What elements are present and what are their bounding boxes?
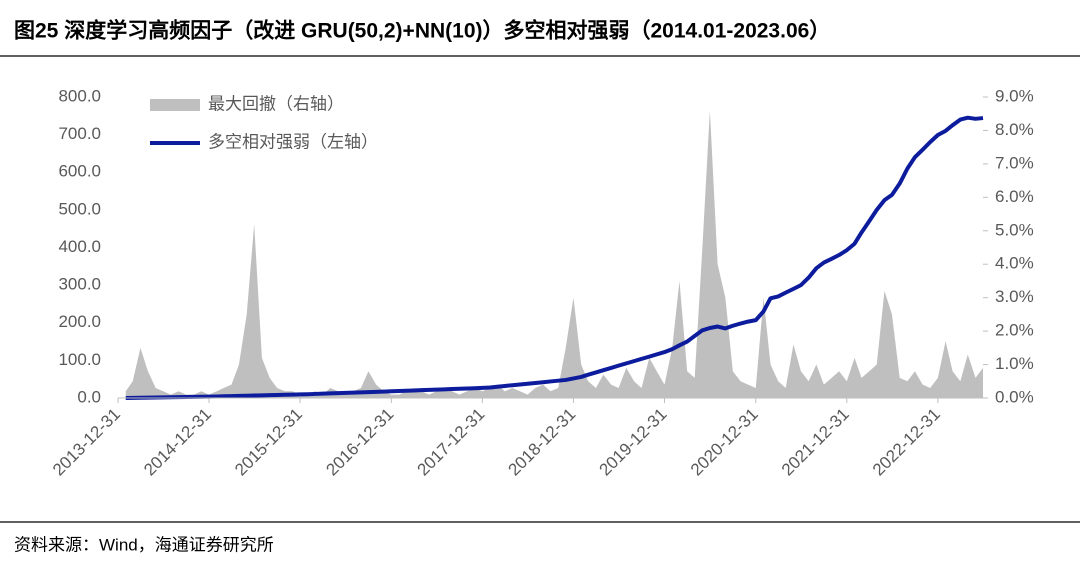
y2-tick-label: 0.0% [995,387,1034,406]
y2-tick-label: 3.0% [995,287,1034,306]
y-tick-label: 400.0 [58,237,101,256]
y2-tick-label: 6.0% [995,187,1034,206]
y2-tick-label: 9.0% [995,86,1034,105]
x-tick-label: 2018-12-31 [505,405,580,480]
x-tick-label: 2021-12-31 [778,405,853,480]
drawdown-area [125,110,984,398]
y2-tick-label: 1.0% [995,354,1034,373]
y2-tick-label: 5.0% [995,220,1034,239]
y2-tick-label: 4.0% [995,254,1034,273]
source: 资料来源：Wind，海通证券研究所 [14,535,274,554]
x-tick-label: 2016-12-31 [322,405,397,480]
x-tick-label: 2020-12-31 [687,405,762,480]
y2-tick-label: 7.0% [995,153,1034,172]
strength-line [125,115,984,400]
y-tick-label: 200.0 [58,312,101,331]
y-tick-label: 500.0 [58,199,101,218]
x-tick-label: 2019-12-31 [596,405,671,480]
y-tick-label: 800.0 [58,86,101,105]
x-tick-label: 2013-12-31 [49,405,124,480]
legend-label: 最大回撤（右轴） [208,94,344,113]
y-tick-label: 100.0 [58,350,101,369]
x-tick-label: 2014-12-31 [140,405,215,480]
x-tick-label: 2017-12-31 [413,405,488,480]
y2-tick-label: 8.0% [995,120,1034,139]
y-tick-label: 600.0 [58,162,101,181]
x-tick-label: 2022-12-31 [869,405,944,480]
legend-label: 多空相对强弱（左轴） [208,132,378,151]
y-tick-label: 700.0 [58,124,101,143]
legend-swatch [150,99,200,111]
y-tick-label: 300.0 [58,275,101,294]
chart-title: 图25 深度学习高频因子（改进 GRU(50,2)+NN(10)）多空相对强弱（… [14,19,830,43]
y2-tick-label: 2.0% [995,321,1034,340]
y-tick-label: 0.0 [77,387,101,406]
x-tick-label: 2015-12-31 [231,405,306,480]
